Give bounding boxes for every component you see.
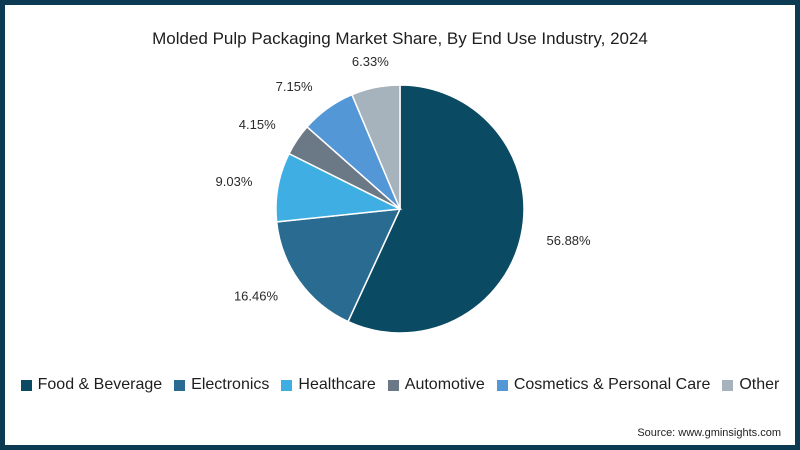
legend-label: Electronics bbox=[191, 376, 270, 393]
chart-title: Molded Pulp Packaging Market Share, By E… bbox=[152, 29, 648, 48]
source-note: Source: www.gminsights.com bbox=[637, 427, 781, 439]
pie-slice-1 bbox=[275, 208, 402, 323]
legend-item-5: Other bbox=[722, 376, 779, 394]
legend-swatch bbox=[722, 379, 734, 391]
slice-label-1: 16.46% bbox=[234, 288, 279, 303]
pie-slice-0 bbox=[347, 84, 525, 334]
slice-label-3: 4.15% bbox=[239, 117, 276, 132]
slice-label-2: 9.03% bbox=[216, 174, 253, 189]
legend-item-1: Electronics bbox=[174, 376, 269, 394]
legend-swatch bbox=[387, 379, 399, 391]
legend-item-3: Automotive bbox=[387, 376, 485, 394]
legend-swatch bbox=[281, 379, 293, 391]
legend-label: Cosmetics & Personal Care bbox=[513, 376, 711, 393]
slice-label-5: 6.33% bbox=[352, 54, 389, 69]
pie-chart: 56.88% 16.46% 9.03% 4.15% 7.15% 6.33% bbox=[216, 54, 592, 334]
legend-item-2: Healthcare bbox=[281, 376, 376, 394]
chart-frame: Molded Pulp Packaging Market Share, By E… bbox=[5, 5, 795, 445]
legend-label: Automotive bbox=[404, 376, 485, 393]
legend-swatch bbox=[496, 379, 508, 391]
legend-item-0: Food & Beverage bbox=[20, 376, 163, 394]
legend-item-4: Cosmetics & Personal Care bbox=[496, 376, 711, 394]
pie-slice-5 bbox=[350, 84, 401, 210]
chart-legend: Food & Beverage Electronics Healthcare Auto… bbox=[5, 376, 795, 394]
legend-label: Healthcare bbox=[298, 376, 376, 393]
legend-label: Food & Beverage bbox=[37, 376, 163, 393]
legend-label: Other bbox=[739, 376, 780, 393]
slice-label-4: 7.15% bbox=[276, 79, 313, 94]
legend-swatch bbox=[20, 379, 32, 391]
slice-label-0: 56.88% bbox=[547, 233, 592, 248]
legend-swatch bbox=[174, 379, 186, 391]
